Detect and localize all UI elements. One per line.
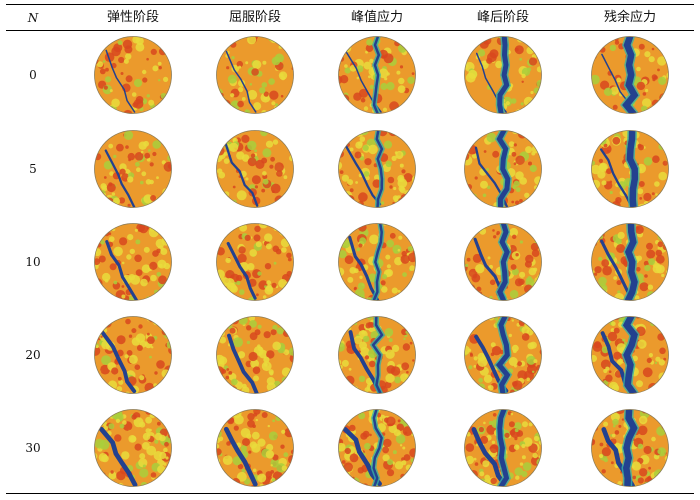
specimen-image — [463, 222, 543, 302]
specimen-image — [93, 129, 173, 209]
specimen-image — [215, 315, 295, 395]
column-header-post-peak: 峰后阶段 — [476, 10, 529, 25]
specimen-image — [93, 408, 173, 488]
specimen-image — [93, 315, 173, 395]
specimen-image — [590, 315, 670, 395]
specimen-image — [93, 35, 173, 115]
row-label-n20: 20 — [25, 348, 41, 362]
specimen-image — [215, 408, 295, 488]
table-top-rule — [6, 4, 694, 6]
specimen-image — [337, 35, 417, 115]
specimen-image — [337, 408, 417, 488]
row-label-n10: 10 — [25, 255, 41, 269]
specimen-image — [93, 222, 173, 302]
specimen-image — [590, 35, 670, 115]
specimen-image — [337, 129, 417, 209]
specimen-image — [215, 35, 295, 115]
column-header-yield: 屈服阶段 — [228, 10, 281, 25]
specimen-image — [215, 222, 295, 302]
specimen-image — [463, 129, 543, 209]
specimen-image — [463, 35, 543, 115]
column-header-residual: 残余应力 — [603, 10, 656, 25]
column-header-peak: 峰值应力 — [350, 10, 403, 25]
specimen-image — [590, 129, 670, 209]
specimen-image — [463, 408, 543, 488]
row-axis-header: N — [27, 11, 39, 25]
specimen-image — [215, 129, 295, 209]
row-label-n0: 0 — [29, 68, 37, 82]
specimen-image — [590, 222, 670, 302]
table-bottom-rule — [6, 493, 694, 495]
specimen-image — [337, 222, 417, 302]
specimen-image — [337, 315, 417, 395]
specimen-image — [463, 315, 543, 395]
row-label-n5: 5 — [29, 162, 37, 176]
specimen-image — [590, 408, 670, 488]
row-label-n30: 30 — [25, 441, 41, 455]
table-header-rule — [6, 30, 694, 31]
column-header-elastic: 弹性阶段 — [106, 10, 159, 25]
